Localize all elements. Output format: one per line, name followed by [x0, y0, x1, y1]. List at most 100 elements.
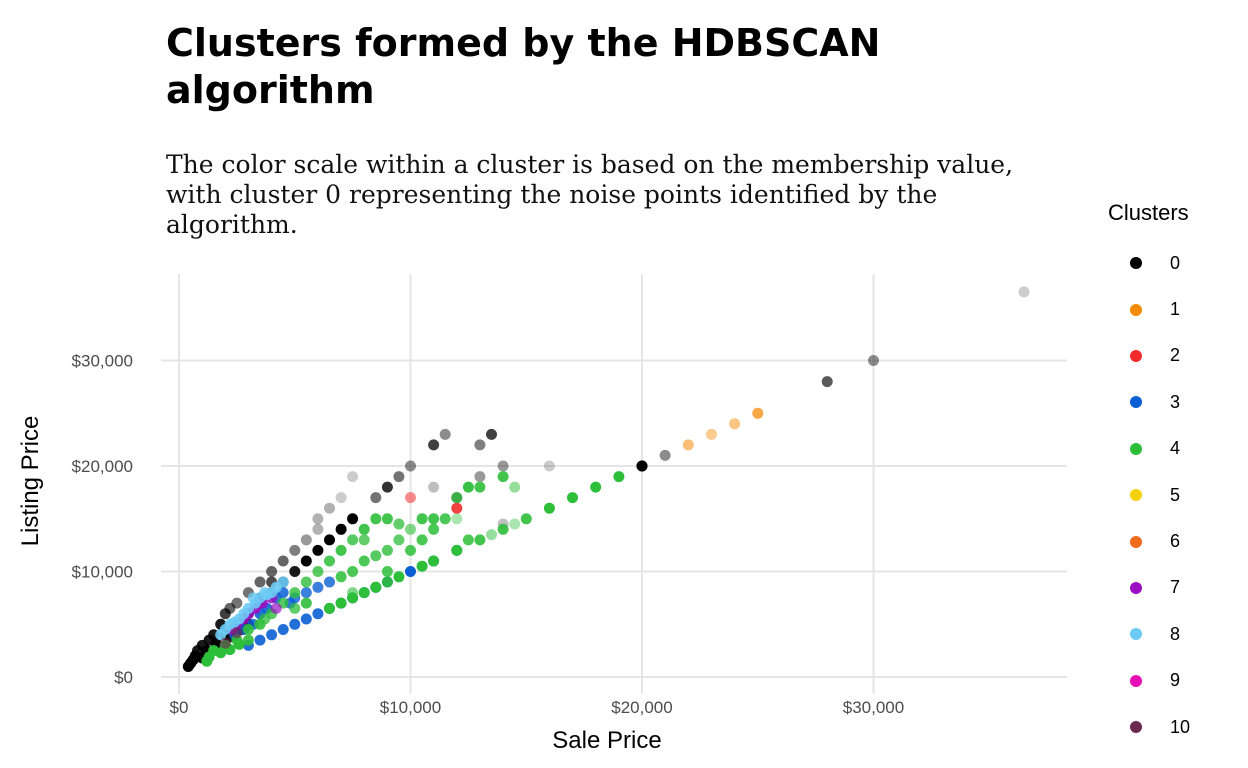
data-point-cluster-3 — [300, 613, 312, 625]
grid-lines — [161, 274, 1067, 694]
data-point-cluster-4 — [509, 518, 521, 530]
legend-label: 7 — [1170, 577, 1181, 598]
data-point-cluster-4 — [358, 555, 370, 567]
data-point-cluster-3 — [324, 576, 335, 588]
data-point-cluster-4 — [370, 550, 382, 562]
legend-label: 10 — [1170, 716, 1191, 737]
data-point-cluster-4 — [324, 602, 335, 614]
data-point-cluster-0 — [182, 661, 194, 672]
data-point-cluster-4 — [393, 518, 405, 530]
legend-item: 5 — [1108, 472, 1238, 518]
data-point-cluster-8 — [259, 587, 271, 599]
data-point-cluster-4 — [393, 571, 405, 583]
legend-label: 9 — [1170, 670, 1181, 691]
y-tick-label: $10,000 — [72, 563, 133, 582]
data-point-cluster-0 — [312, 513, 324, 525]
data-point-cluster-0 — [289, 544, 301, 556]
data-point-cluster-4 — [462, 481, 474, 493]
data-point-cluster-0 — [1018, 286, 1030, 298]
data-point-cluster-0 — [428, 439, 440, 451]
legend-key-dot — [1130, 349, 1142, 362]
legend-key-dot — [1130, 489, 1142, 502]
data-point-cluster-0 — [347, 513, 359, 525]
data-point-cluster-4 — [405, 523, 416, 535]
data-point-cluster-1 — [729, 418, 741, 430]
data-point-cluster-0 — [659, 449, 671, 461]
data-point-cluster-0 — [335, 492, 347, 504]
legend-item: 6 — [1108, 518, 1238, 564]
data-point-cluster-0 — [324, 534, 335, 546]
data-point-cluster-4 — [416, 534, 428, 546]
data-point-cluster-10 — [219, 637, 231, 649]
data-point-cluster-0 — [266, 566, 278, 577]
data-points — [182, 286, 1030, 672]
data-point-cluster-4 — [567, 492, 578, 504]
data-point-cluster-4 — [242, 634, 254, 646]
legend-key-dot — [1130, 396, 1142, 409]
data-point-cluster-4 — [474, 534, 486, 546]
legend: Clusters 0 1 2 3 4 5 6 7 8 9 10 — [1108, 200, 1238, 750]
data-point-cluster-4 — [335, 571, 347, 583]
data-point-cluster-0 — [324, 502, 335, 514]
data-point-cluster-4 — [335, 544, 347, 556]
data-point-cluster-4 — [201, 655, 213, 667]
x-tick-label: $0 — [170, 698, 189, 717]
data-point-cluster-4 — [358, 523, 370, 535]
data-point-cluster-4 — [259, 613, 271, 625]
data-point-cluster-4 — [497, 523, 509, 535]
data-point-cluster-4 — [233, 638, 245, 650]
data-point-cluster-4 — [289, 587, 301, 599]
data-point-cluster-4 — [324, 555, 335, 567]
legend-title: Clusters — [1108, 200, 1189, 225]
data-point-cluster-4 — [242, 624, 254, 635]
x-tick-label: $20,000 — [611, 698, 672, 717]
data-point-cluster-4 — [451, 544, 463, 556]
data-point-cluster-4 — [428, 523, 440, 535]
data-point-cluster-0 — [821, 376, 833, 388]
data-point-cluster-0 — [370, 492, 382, 504]
data-point-cluster-4 — [451, 492, 463, 504]
data-point-cluster-3 — [312, 608, 324, 620]
data-point-cluster-3 — [405, 566, 416, 577]
data-point-cluster-0 — [335, 523, 347, 535]
x-tick-label: $10,000 — [380, 698, 441, 717]
data-point-cluster-0 — [347, 471, 359, 483]
y-tick-label: $0 — [114, 668, 133, 687]
data-point-cluster-4 — [416, 560, 428, 572]
data-point-cluster-4 — [428, 513, 440, 525]
data-point-cluster-4 — [300, 576, 312, 588]
data-point-cluster-0 — [300, 534, 312, 546]
data-point-cluster-8 — [215, 629, 227, 641]
legend-key-dot — [1130, 721, 1142, 734]
data-point-cluster-2 — [451, 502, 463, 514]
data-point-cluster-0 — [497, 460, 509, 472]
data-point-cluster-1 — [752, 407, 764, 419]
legend-label: 6 — [1170, 531, 1181, 552]
legend-key-dot — [1130, 674, 1142, 687]
data-point-cluster-0 — [300, 555, 312, 567]
data-point-cluster-4 — [451, 513, 463, 525]
data-point-cluster-0 — [868, 355, 879, 366]
data-point-cluster-0 — [428, 481, 440, 493]
data-point-cluster-4 — [358, 587, 370, 599]
y-tick-label: $30,000 — [72, 352, 133, 371]
y-axis-title: Listing Price — [17, 416, 44, 547]
data-point-cluster-10 — [231, 627, 243, 639]
legend-key-dot — [1130, 628, 1142, 641]
scatter-plot: $0 $10,000 $20,000 $30,000 $0 $10,000 $20,000… — [17, 274, 1067, 754]
x-tick-label: $30,000 — [843, 698, 904, 717]
data-point-cluster-3 — [312, 581, 324, 593]
legend-item: 3 — [1108, 379, 1238, 425]
data-point-cluster-0 — [636, 460, 648, 472]
legend-key-dot — [1130, 535, 1142, 548]
data-point-cluster-0 — [474, 439, 486, 451]
y-tick-label: $20,000 — [72, 457, 133, 476]
legend-item: 9 — [1108, 658, 1238, 704]
legend-label: 5 — [1170, 484, 1181, 505]
data-point-cluster-4 — [439, 513, 451, 525]
data-point-cluster-4 — [509, 481, 521, 493]
data-point-cluster-4 — [613, 471, 625, 483]
legend-item: 7 — [1108, 565, 1238, 611]
data-point-cluster-4 — [370, 513, 382, 525]
y-axis-ticks: $0 $10,000 $20,000 $30,000 — [72, 352, 133, 688]
